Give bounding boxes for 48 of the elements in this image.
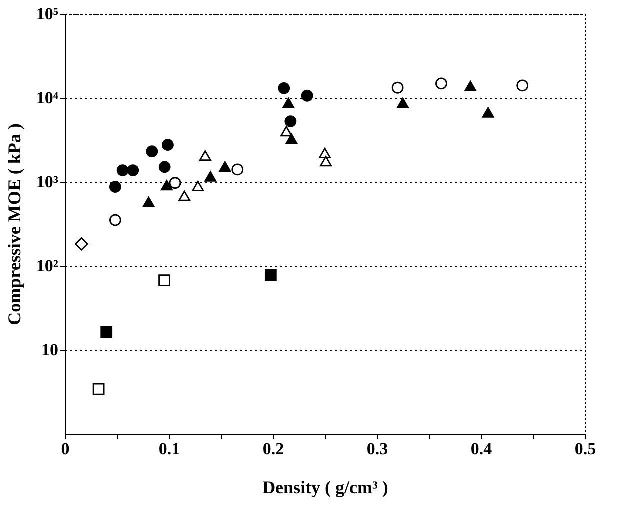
x-axis-title: Density ( g/cm³ ) <box>262 478 388 498</box>
point <box>92 383 105 396</box>
point <box>158 161 171 174</box>
point <box>286 134 298 144</box>
point <box>109 181 122 194</box>
point <box>464 81 477 92</box>
point <box>392 82 404 94</box>
point <box>109 214 122 226</box>
point <box>219 161 232 172</box>
y-tick-label: 10³ <box>36 172 58 192</box>
x-tick-label: 0.1 <box>158 440 180 458</box>
point <box>284 116 297 128</box>
x-tick-label: 0.5 <box>574 440 596 458</box>
y-tick-label: 10² <box>36 256 58 276</box>
point <box>278 82 290 94</box>
point <box>75 238 88 251</box>
point <box>192 181 204 192</box>
point <box>319 148 331 158</box>
x-tick-label: 0.2 <box>262 440 284 458</box>
point <box>116 164 129 176</box>
point <box>301 90 314 102</box>
y-tick-label: 10⁴ <box>36 88 58 108</box>
point <box>199 150 212 162</box>
point <box>280 126 292 137</box>
y-tick-label: 10 <box>42 340 58 360</box>
x-tick-label: 0 <box>61 440 70 458</box>
y-axis-title: Compressive MOE ( kPa ) <box>4 124 24 326</box>
point <box>146 146 158 158</box>
point <box>436 78 448 90</box>
point <box>127 164 140 176</box>
point <box>100 326 113 338</box>
point <box>178 190 191 202</box>
point <box>516 80 529 92</box>
point <box>142 196 155 208</box>
point <box>160 180 173 191</box>
point <box>158 274 170 287</box>
x-tick-label: 0.3 <box>366 440 388 458</box>
point <box>162 139 174 152</box>
point <box>397 98 409 108</box>
point <box>282 98 295 108</box>
y-tick-label: 10⁵ <box>36 4 58 24</box>
point <box>320 156 332 167</box>
point <box>232 164 244 176</box>
x-tick-label: 0.4 <box>470 440 493 458</box>
point <box>169 177 182 190</box>
point <box>482 107 494 118</box>
point <box>204 171 217 182</box>
point <box>264 269 277 282</box>
